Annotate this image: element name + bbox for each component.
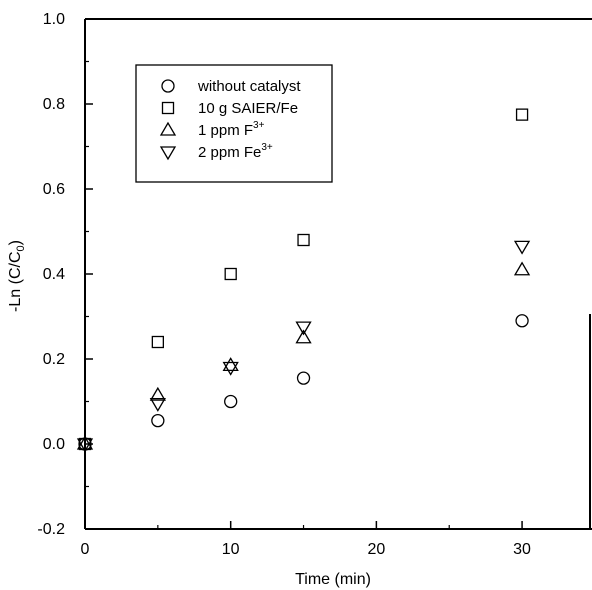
legend-marker-triangle-up — [159, 121, 177, 136]
y-tick-label: 0.2 — [43, 351, 65, 368]
data-point-square — [515, 108, 529, 121]
x-tick-label: 20 — [367, 541, 385, 558]
data-point-circle — [515, 314, 529, 328]
data-point-triangle-up — [76, 435, 94, 450]
data-point-triangle-up — [149, 386, 166, 401]
x-axis-title: Time (min) — [295, 571, 371, 588]
legend: without catalyst 10 g SAIER/Fe 1 ppm F3+ 2 … — [135, 64, 333, 183]
data-point-circle — [151, 413, 165, 428]
data-point-triangle-down — [295, 321, 312, 336]
data-point-triangle-up — [222, 357, 239, 372]
data-point-square — [151, 335, 164, 349]
data-point-triangle-down — [76, 438, 94, 453]
y-axis-title: -Ln (C/C0) — [7, 240, 27, 312]
series-triangle-down — [76, 240, 531, 453]
x-tick-label: 10 — [222, 541, 240, 558]
data-point-square — [297, 233, 310, 247]
y-tick-label: 0.6 — [43, 181, 65, 198]
data-point-triangle-up — [513, 261, 531, 276]
legend-marker-circle — [161, 79, 175, 93]
legend-label: 1 ppm F3+ — [198, 120, 265, 139]
y-tick-label: 0.0 — [43, 436, 65, 453]
legend-marker-triangle-down — [159, 146, 177, 161]
y-tick-label: -0.2 — [37, 521, 65, 538]
data-point-square — [224, 267, 237, 281]
legend-label: without catalyst — [197, 78, 301, 95]
data-point-circle — [296, 371, 311, 385]
data-point-triangle-down — [513, 240, 531, 255]
x-tick-label: 30 — [513, 541, 531, 558]
legend-marker-square — [161, 101, 175, 115]
legend-label: 2 ppm Fe3+ — [198, 142, 273, 161]
data-point-circle — [224, 394, 238, 409]
data-point-triangle-down — [222, 361, 239, 376]
data-point-triangle-up — [295, 329, 312, 344]
data-point-triangle-down — [149, 397, 166, 412]
x-tick-label: 0 — [81, 541, 90, 558]
legend-label: 10 g SAIER/Fe — [198, 100, 298, 117]
y-tick-label: 1.0 — [43, 11, 65, 28]
series-square — [78, 108, 529, 451]
series-triangle-up — [76, 261, 531, 450]
y-tick-label: 0.8 — [43, 96, 65, 113]
y-tick-label: 0.4 — [43, 266, 65, 283]
